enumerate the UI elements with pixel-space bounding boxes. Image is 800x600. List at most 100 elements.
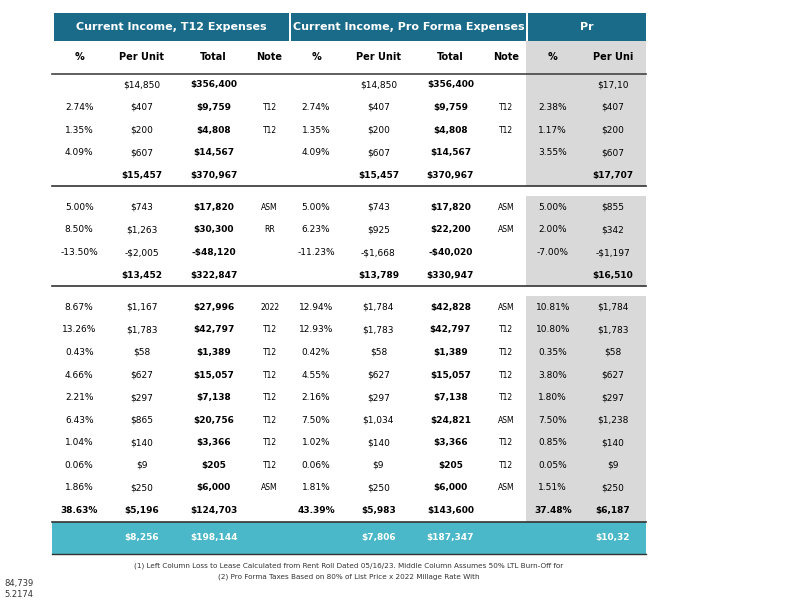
Text: %: % [74, 52, 84, 62]
Text: $1,783: $1,783 [597, 325, 629, 334]
Text: $7,806: $7,806 [361, 533, 396, 542]
Text: $743: $743 [367, 203, 390, 212]
Bar [526, 341, 646, 364]
Text: T12: T12 [262, 393, 277, 402]
Text: Note: Note [257, 52, 282, 62]
Text: -$1,197: -$1,197 [595, 248, 630, 257]
Text: $14,850: $14,850 [123, 80, 160, 89]
Text: 38.63%: 38.63% [61, 506, 98, 515]
Text: 4.66%: 4.66% [65, 371, 94, 380]
Bar [52, 241, 646, 264]
Text: $4,808: $4,808 [433, 125, 468, 134]
Text: $200: $200 [367, 125, 390, 134]
Bar [526, 41, 580, 74]
Text: $250: $250 [130, 484, 153, 493]
Text: $6,000: $6,000 [197, 484, 230, 493]
Text: 37.48%: 37.48% [534, 506, 572, 515]
Bar [526, 319, 646, 341]
Text: 4.55%: 4.55% [302, 371, 330, 380]
Bar [414, 41, 487, 74]
Text: $15,057: $15,057 [430, 371, 471, 380]
Text: $322,847: $322,847 [190, 271, 238, 280]
Text: 2022: 2022 [260, 303, 279, 312]
Bar [52, 142, 646, 164]
Text: 5.2174: 5.2174 [4, 590, 33, 599]
Bar [526, 296, 646, 319]
Text: $1,389: $1,389 [433, 348, 468, 357]
Text: ASM: ASM [262, 484, 278, 493]
Text: %: % [311, 52, 321, 62]
Bar [289, 41, 343, 74]
Text: 8.67%: 8.67% [65, 303, 94, 312]
Text: T12: T12 [499, 125, 514, 134]
Text: $407: $407 [602, 103, 624, 112]
Text: $342: $342 [602, 226, 624, 235]
Bar [177, 41, 250, 74]
Bar [526, 499, 646, 522]
Bar [52, 96, 646, 119]
Text: Per Unit: Per Unit [356, 52, 401, 62]
Text: $5,196: $5,196 [124, 506, 159, 515]
Text: 84,739: 84,739 [4, 579, 34, 588]
Text: Per Uni: Per Uni [593, 52, 633, 62]
Text: 1.86%: 1.86% [65, 484, 94, 493]
Text: $15,457: $15,457 [121, 170, 162, 179]
Bar [106, 41, 177, 74]
Bar [526, 364, 646, 386]
Text: $205: $205 [201, 461, 226, 470]
Bar [52, 454, 646, 476]
Text: $1,263: $1,263 [126, 226, 158, 235]
Text: 1.17%: 1.17% [538, 125, 567, 134]
Text: ASM: ASM [498, 303, 514, 312]
Text: $200: $200 [602, 125, 624, 134]
Text: $20,756: $20,756 [193, 416, 234, 425]
Text: 7.50%: 7.50% [538, 416, 567, 425]
Text: 1.35%: 1.35% [65, 125, 94, 134]
Text: 6.43%: 6.43% [65, 416, 94, 425]
Text: $1,034: $1,034 [362, 416, 394, 425]
Text: RR: RR [264, 226, 275, 235]
Text: $17,10: $17,10 [597, 80, 629, 89]
Bar [52, 164, 646, 187]
Text: $9,759: $9,759 [196, 103, 231, 112]
Text: ASM: ASM [498, 203, 514, 212]
Text: $17,707: $17,707 [592, 170, 634, 179]
Text: 0.06%: 0.06% [65, 461, 94, 470]
Bar [52, 264, 646, 286]
Text: T12: T12 [262, 325, 277, 334]
Bar [526, 218, 646, 241]
Bar [487, 41, 526, 74]
Text: 12.94%: 12.94% [299, 303, 333, 312]
Text: $13,789: $13,789 [358, 271, 399, 280]
Text: $58: $58 [604, 348, 622, 357]
Text: Current Income, Pro Forma Expenses: Current Income, Pro Forma Expenses [293, 22, 524, 32]
Bar [526, 119, 646, 142]
Text: $297: $297 [130, 393, 153, 402]
Text: $15,457: $15,457 [358, 170, 399, 179]
Text: 1.04%: 1.04% [65, 438, 94, 447]
Text: $1,389: $1,389 [196, 348, 231, 357]
Bar [52, 296, 646, 319]
Text: $9,759: $9,759 [433, 103, 468, 112]
Text: $1,784: $1,784 [597, 303, 629, 312]
Text: T12: T12 [262, 371, 277, 380]
Text: $140: $140 [130, 438, 153, 447]
Text: $627: $627 [367, 371, 390, 380]
Text: 2.16%: 2.16% [302, 393, 330, 402]
Bar [52, 119, 646, 142]
Text: 1.35%: 1.35% [302, 125, 330, 134]
Text: $9: $9 [136, 461, 147, 470]
Text: $14,850: $14,850 [360, 80, 397, 89]
Bar [526, 74, 646, 96]
Text: T12: T12 [499, 103, 514, 112]
Text: $1,238: $1,238 [597, 416, 629, 425]
Bar [52, 522, 646, 554]
Bar [52, 218, 646, 241]
Text: $627: $627 [602, 371, 624, 380]
Text: $7,138: $7,138 [433, 393, 468, 402]
Text: $198,144: $198,144 [190, 533, 238, 542]
Text: $250: $250 [367, 484, 390, 493]
Text: $3,366: $3,366 [196, 438, 231, 447]
Text: $4,808: $4,808 [196, 125, 231, 134]
Text: (2) Pro Forma Taxes Based on 80% of List Price x 2022 Millage Rate With: (2) Pro Forma Taxes Based on 80% of List… [218, 573, 479, 580]
